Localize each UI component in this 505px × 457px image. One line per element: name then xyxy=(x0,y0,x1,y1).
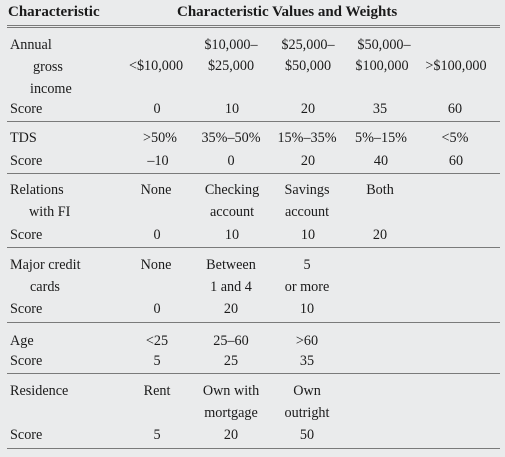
relations-value-1: None xyxy=(140,182,172,198)
tds-score-4: 40 xyxy=(373,153,389,169)
income-label-1: Annual xyxy=(10,37,52,53)
age-value-3: >60 xyxy=(295,333,319,349)
relations-value-2b: account xyxy=(209,204,255,220)
income-value-4b: $100,000 xyxy=(355,58,409,74)
residence-score-1: 5 xyxy=(153,427,161,443)
tds-score-3: 20 xyxy=(300,153,316,169)
relations-label-1: Relations xyxy=(10,182,64,198)
age-value-1: <25 xyxy=(145,333,169,349)
relations-value-4: Both xyxy=(366,182,394,198)
cards-value-2b: 1 and 4 xyxy=(210,279,252,295)
header-rule xyxy=(7,25,500,28)
age-score-label: Score xyxy=(10,353,43,369)
cards-score-label: Score xyxy=(10,301,43,317)
income-label-2: gross xyxy=(33,59,63,75)
relations-score-3: 10 xyxy=(300,227,316,243)
tds-label: TDS xyxy=(10,130,37,146)
tds-value-1: >50% xyxy=(142,130,178,146)
age-rule xyxy=(7,373,500,374)
tds-value-4: 5%–15% xyxy=(354,130,408,146)
residence-value-2b: mortgage xyxy=(204,405,258,421)
tds-value-2: 35%–50% xyxy=(201,130,261,146)
age-label: Age xyxy=(10,333,34,349)
tds-score-1: –10 xyxy=(147,153,169,169)
income-score-1: 0 xyxy=(153,101,161,117)
age-score-2: 25 xyxy=(223,353,239,369)
tds-value-3: 15%–35% xyxy=(277,130,337,146)
income-score-3: 20 xyxy=(300,101,316,117)
cards-label-1: Major credit xyxy=(10,257,81,273)
relations-value-3a: Savings xyxy=(284,182,330,198)
residence-value-3a: Own xyxy=(293,383,321,399)
cards-rule xyxy=(7,322,500,323)
income-label-3: income xyxy=(30,81,72,97)
income-value-2b: $25,000 xyxy=(207,58,255,74)
income-value-5: >$100,000 xyxy=(425,58,487,74)
tds-score-2: 0 xyxy=(227,153,235,169)
tds-value-5: <5% xyxy=(441,130,469,146)
relations-value-2a: Checking xyxy=(204,182,260,198)
relations-score-label: Score xyxy=(10,227,43,243)
residence-value-3b: outright xyxy=(284,405,330,421)
age-score-1: 5 xyxy=(153,353,161,369)
header-values-weights: Characteristic Values and Weights xyxy=(177,4,398,20)
relations-value-3b: account xyxy=(284,204,330,220)
tds-score-label: Score xyxy=(10,153,43,169)
residence-score-label: Score xyxy=(10,427,43,443)
relations-label-2: with FI xyxy=(29,204,71,220)
income-value-3a: $25,000– xyxy=(281,37,335,53)
cards-score-1: 0 xyxy=(153,301,161,317)
cards-value-3b: or more xyxy=(284,279,330,295)
cards-score-2: 20 xyxy=(223,301,239,317)
cards-value-3a: 5 xyxy=(303,257,311,273)
residence-value-1: Rent xyxy=(143,383,171,399)
income-value-1: <$10,000 xyxy=(128,58,184,74)
tds-rule xyxy=(7,173,500,174)
income-value-3b: $50,000 xyxy=(284,58,332,74)
income-score-4: 35 xyxy=(372,101,388,117)
residence-rule xyxy=(7,448,500,449)
header-characteristic: Characteristic xyxy=(8,4,100,20)
relations-score-1: 0 xyxy=(153,227,161,243)
cards-label-2: cards xyxy=(30,279,60,295)
income-score-2: 10 xyxy=(224,101,240,117)
age-score-3: 35 xyxy=(299,353,315,369)
cards-value-2a: Between xyxy=(206,257,256,273)
income-score-label: Score xyxy=(10,101,43,117)
income-score-5: 60 xyxy=(447,101,463,117)
tds-score-5: 60 xyxy=(448,153,464,169)
income-value-2a: $10,000– xyxy=(204,37,258,53)
income-rule xyxy=(7,121,500,122)
residence-label: Residence xyxy=(10,383,69,399)
relations-rule xyxy=(7,247,500,248)
age-value-2: 25–60 xyxy=(213,333,249,349)
cards-score-3: 10 xyxy=(299,301,315,317)
cards-value-1: None xyxy=(140,257,172,273)
residence-score-3: 50 xyxy=(299,427,315,443)
residence-score-2: 20 xyxy=(223,427,239,443)
relations-score-4: 20 xyxy=(372,227,388,243)
income-value-4a: $50,000– xyxy=(357,37,411,53)
relations-score-2: 10 xyxy=(224,227,240,243)
residence-value-2a: Own with xyxy=(202,383,260,399)
